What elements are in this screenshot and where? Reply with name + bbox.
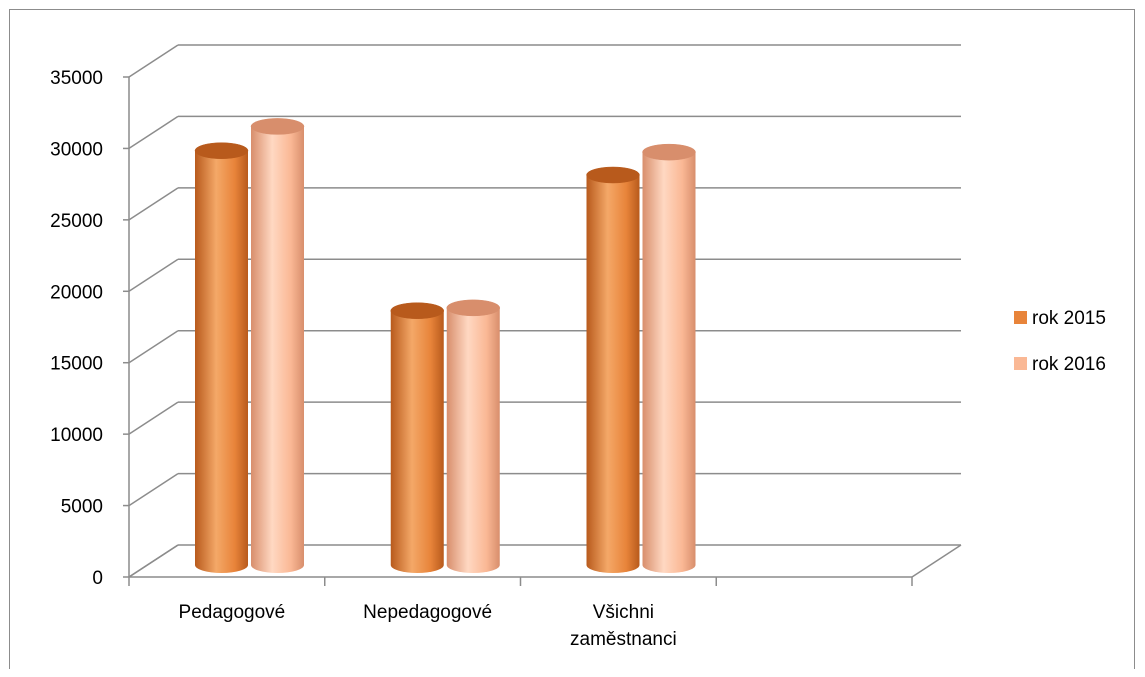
bar-0-0 xyxy=(194,142,249,573)
bar-top xyxy=(390,302,444,319)
bar-body xyxy=(446,307,500,573)
bar-top xyxy=(586,166,640,184)
y-tick-label-7: 35000 xyxy=(50,68,103,89)
bar-top xyxy=(642,143,696,161)
bar-body xyxy=(251,126,304,573)
y-tick-label-5: 25000 xyxy=(50,211,103,232)
floor-right-edge xyxy=(911,544,962,578)
y-tick-label-0: 0 xyxy=(92,568,103,589)
bar-0-2 xyxy=(586,166,640,573)
bar-body xyxy=(195,150,248,573)
y-tick-label-1: 5000 xyxy=(61,497,103,518)
bar-top xyxy=(446,299,500,317)
bar-0-1 xyxy=(390,302,444,573)
gridline-side-4 xyxy=(128,258,179,292)
chart-legend: rok 2015 rok 2016 xyxy=(1014,308,1106,375)
bar-top xyxy=(250,118,305,135)
x-category-label-0: Pedagogové xyxy=(179,602,286,623)
y-tick-label-4: 20000 xyxy=(50,282,103,303)
bar-1-2 xyxy=(642,143,696,573)
legend-swatch xyxy=(1014,357,1027,370)
y-axis-tick-labels: 0 5000 10000 15000 20000 25000 30000 35000 xyxy=(50,68,103,589)
y-tick-label-2: 10000 xyxy=(50,425,103,446)
legend-swatch xyxy=(1014,311,1027,324)
bar-1-1 xyxy=(446,299,500,573)
bar-body xyxy=(390,310,444,573)
chart-axes xyxy=(123,76,913,586)
gridline-side-2 xyxy=(128,401,179,435)
bar-body xyxy=(586,175,640,573)
x-category-label-2-line-0: Všichni xyxy=(593,602,654,623)
bar-top xyxy=(194,142,249,159)
bar-body xyxy=(642,152,696,573)
chart-bars xyxy=(194,118,696,573)
gridline-side-7 xyxy=(128,44,179,78)
legend-label: rok 2015 xyxy=(1032,308,1106,329)
legend-item-0: rok 2015 xyxy=(1014,308,1106,329)
x-category-label-1: Nepedagogové xyxy=(363,602,492,623)
gridline-side-1 xyxy=(128,472,179,507)
chart-gridlines xyxy=(128,44,961,578)
gridline-side-5 xyxy=(128,187,179,221)
x-category-label-2-line-1: zaměstnanci xyxy=(570,629,677,650)
gridline-side-6 xyxy=(128,115,179,150)
y-tick-label-6: 30000 xyxy=(50,139,103,160)
legend-item-1: rok 2016 xyxy=(1014,354,1106,375)
gridline-side-0 xyxy=(128,544,179,578)
legend-label: rok 2016 xyxy=(1032,354,1106,375)
bar-1-0 xyxy=(250,118,305,573)
y-tick-label-3: 15000 xyxy=(50,354,103,375)
gridline-side-3 xyxy=(128,330,179,364)
x-axis-category-labels: Pedagogové Nepedagogové Všichni zaměstnanci xyxy=(179,602,677,650)
